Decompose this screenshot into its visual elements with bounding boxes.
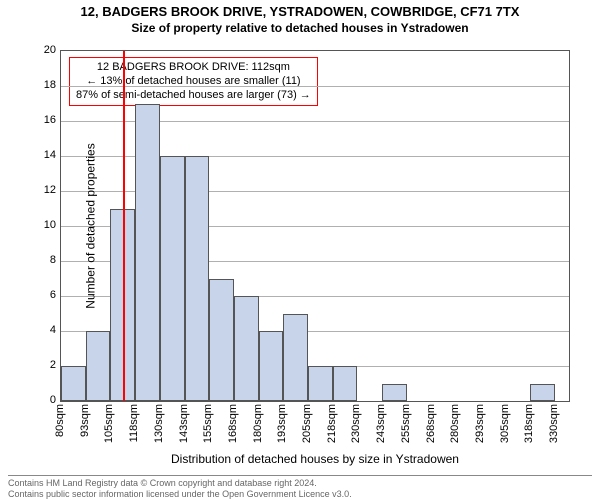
chart-container: 12, BADGERS BROOK DRIVE, YSTRADOWEN, COW… <box>0 4 600 500</box>
x-axis-label: Distribution of detached houses by size … <box>60 452 570 466</box>
chart-subtitle: Size of property relative to detached ho… <box>0 21 600 35</box>
x-tick-label: 168sqm <box>227 404 239 443</box>
y-tick-label: 2 <box>26 359 56 371</box>
gridline <box>61 86 569 87</box>
footer-line-2: Contains public sector information licen… <box>8 489 592 500</box>
y-tick-label: 18 <box>26 79 56 91</box>
histogram-bar <box>185 156 210 401</box>
x-tick-label: 118sqm <box>128 404 140 442</box>
reference-line <box>123 51 125 401</box>
histogram-bar <box>234 296 259 401</box>
histogram-bar <box>61 366 86 401</box>
histogram-bar <box>530 384 555 402</box>
y-tick-label: 14 <box>26 149 56 161</box>
x-tick-label: 268sqm <box>425 404 437 443</box>
y-tick-label: 6 <box>26 289 56 301</box>
y-axis-label: Number of detached properties <box>84 143 98 308</box>
x-tick-label: 318sqm <box>523 404 535 443</box>
info-line-3: 87% of semi-detached houses are larger (… <box>76 89 311 103</box>
y-tick-label: 12 <box>26 184 56 196</box>
x-tick-label: 243sqm <box>375 404 387 443</box>
x-tick-label: 180sqm <box>252 404 264 443</box>
histogram-bar <box>160 156 185 401</box>
y-tick-label: 8 <box>26 254 56 266</box>
x-tick-label: 305sqm <box>499 404 511 443</box>
x-tick-label: 105sqm <box>103 404 115 443</box>
x-tick-label: 93sqm <box>79 404 91 437</box>
x-tick-label: 280sqm <box>449 404 461 443</box>
x-tick-label: 80sqm <box>54 404 66 437</box>
x-tick-label: 230sqm <box>350 404 362 443</box>
y-tick-label: 10 <box>26 219 56 231</box>
x-tick-label: 255sqm <box>400 404 412 443</box>
footer: Contains HM Land Registry data © Crown c… <box>8 475 592 500</box>
x-tick-label: 143sqm <box>178 404 190 443</box>
histogram-bar <box>308 366 333 401</box>
info-line-1: 12 BADGERS BROOK DRIVE: 112sqm <box>76 61 311 75</box>
x-tick-label: 130sqm <box>153 404 165 443</box>
histogram-bar <box>135 104 160 402</box>
y-tick-label: 16 <box>26 114 56 126</box>
plot-area: 12 BADGERS BROOK DRIVE: 112sqm ← 13% of … <box>60 50 570 402</box>
y-tick-label: 0 <box>26 394 56 406</box>
x-tick-label: 205sqm <box>301 404 313 443</box>
x-tick-label: 293sqm <box>474 404 486 443</box>
x-tick-label: 193sqm <box>276 404 288 443</box>
y-tick-label: 4 <box>26 324 56 336</box>
chart-title: 12, BADGERS BROOK DRIVE, YSTRADOWEN, COW… <box>0 4 600 19</box>
x-tick-label: 155sqm <box>202 404 214 443</box>
footer-line-1: Contains HM Land Registry data © Crown c… <box>8 478 592 489</box>
x-tick-label: 218sqm <box>326 404 338 443</box>
histogram-bar <box>209 279 234 402</box>
histogram-bar <box>283 314 308 402</box>
histogram-bar <box>333 366 358 401</box>
histogram-bar <box>86 331 111 401</box>
histogram-bar <box>259 331 284 401</box>
info-box: 12 BADGERS BROOK DRIVE: 112sqm ← 13% of … <box>69 57 318 106</box>
histogram-bar <box>382 384 407 402</box>
x-tick-label: 330sqm <box>548 404 560 443</box>
y-tick-label: 20 <box>26 44 56 56</box>
